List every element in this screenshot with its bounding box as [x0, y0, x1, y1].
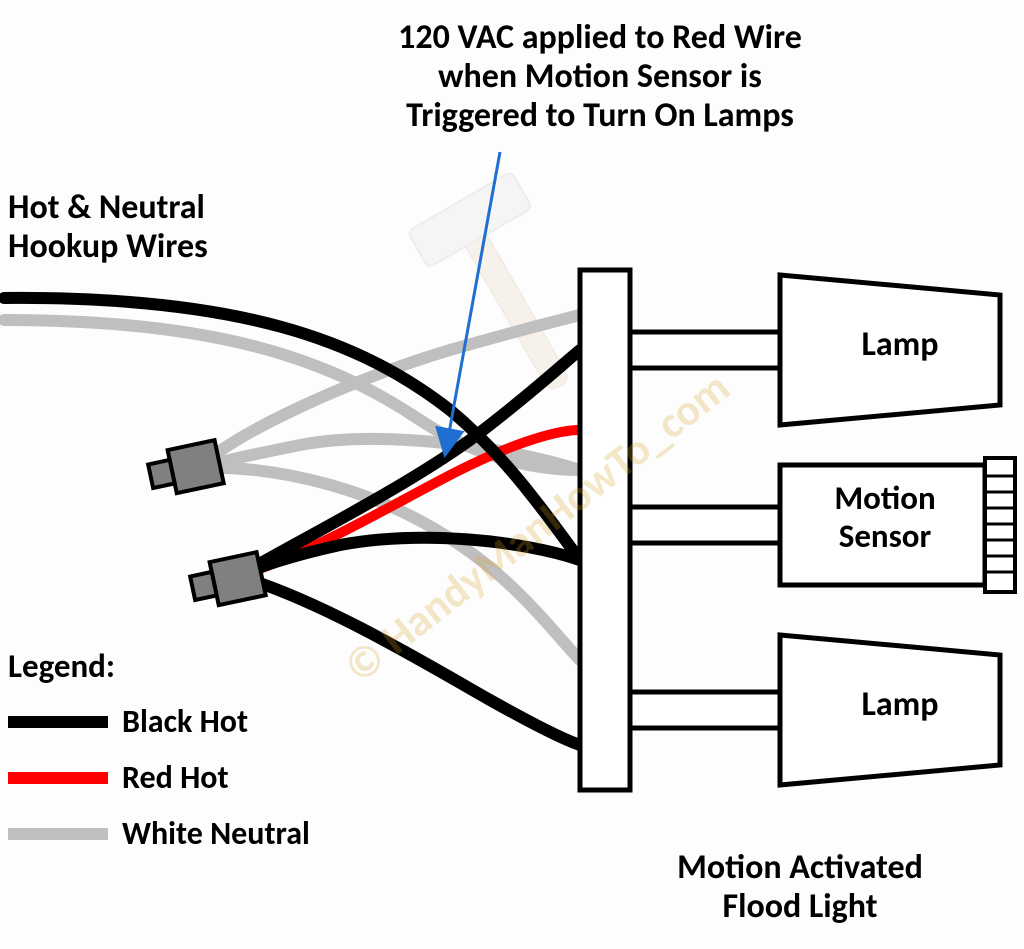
mounting-plate [580, 270, 630, 790]
caption-label: Motion Activated Flood Light [600, 848, 1000, 926]
lamp-top-label: Lamp [820, 325, 980, 364]
legend-swatch-white [8, 828, 108, 840]
motion-sensor-label: Motion Sensor [790, 480, 980, 556]
diagram-svg [0, 0, 1024, 949]
legend-label-black: Black Hot [122, 702, 248, 741]
legend-label-white: White Neutral [122, 814, 310, 853]
motion-sensor-grill [985, 458, 1015, 592]
hookup-label: Hot & Neutral Hookup Wires [8, 188, 208, 266]
callout-arrow [445, 152, 500, 455]
neutral-wires [4, 315, 580, 660]
legend-row-red: Red Hot [8, 758, 229, 797]
device-stems [630, 332, 780, 728]
wire-nut-top [146, 440, 224, 498]
wire-nut-bottom [188, 552, 266, 610]
wiring-diagram: { "canvas": { "width": 1024, "height": 9… [0, 0, 1024, 949]
legend-title: Legend: [8, 648, 115, 686]
legend-swatch-red [8, 772, 108, 784]
legend-label-red: Red Hot [122, 758, 229, 797]
legend-row-black: Black Hot [8, 702, 248, 741]
legend-swatch-black [8, 716, 108, 728]
legend-row-white: White Neutral [8, 814, 310, 853]
callout-text: 120 VAC applied to Red Wire when Motion … [300, 18, 900, 135]
lamp-bottom-label: Lamp [820, 685, 980, 724]
